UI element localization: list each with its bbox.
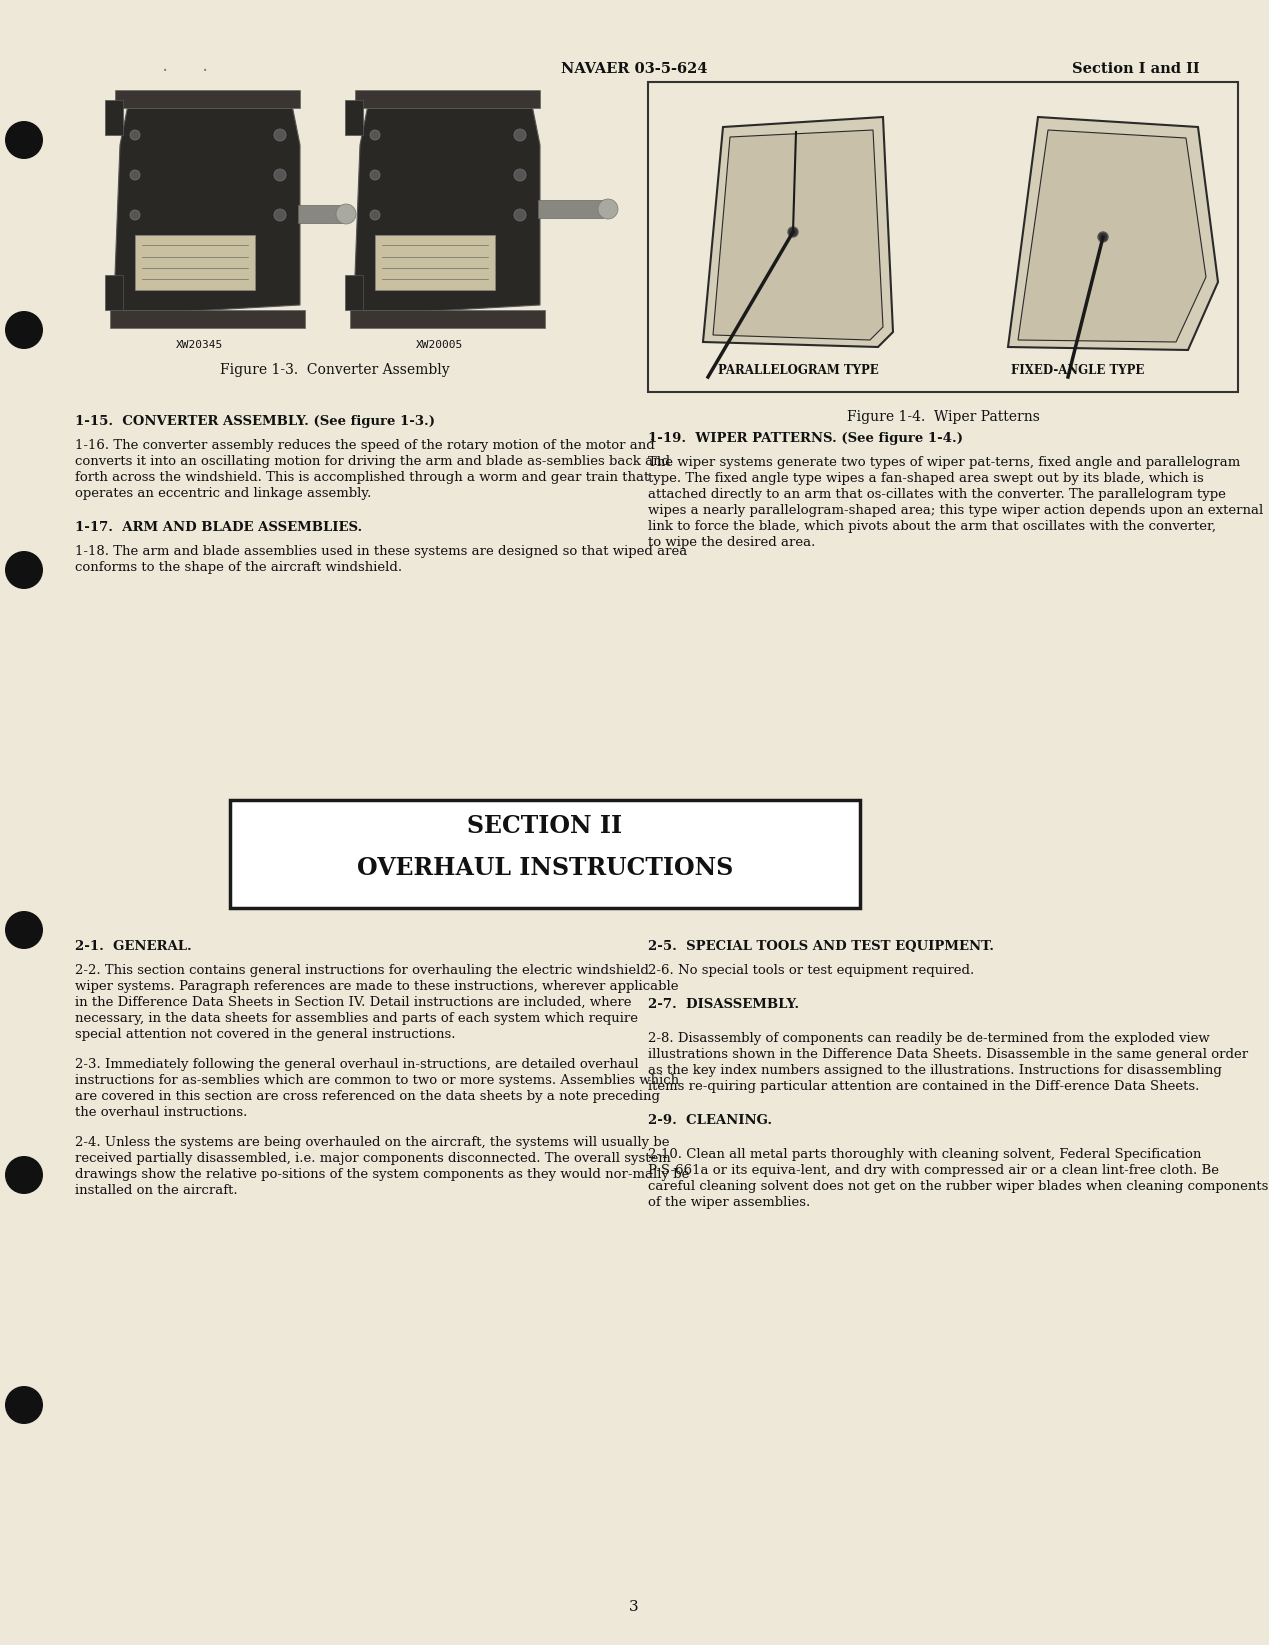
Text: 2-10. Clean all metal parts thoroughly with cleaning solvent, Federal Specificat: 2-10. Clean all metal parts thoroughly w… (648, 1148, 1202, 1161)
Bar (355, 90, 541, 109)
Text: conforms to the shape of the aircraft windshield.: conforms to the shape of the aircraft wi… (75, 561, 402, 574)
Text: in the Difference Data Sheets in Section IV. Detail instructions are included, w: in the Difference Data Sheets in Section… (75, 995, 632, 1008)
Circle shape (129, 169, 140, 179)
Circle shape (274, 169, 286, 181)
Text: operates an eccentric and linkage assembly.: operates an eccentric and linkage assemb… (75, 487, 372, 500)
Text: illustrations shown in the Difference Data Sheets. Disassemble in the same gener: illustrations shown in the Difference Da… (648, 1048, 1249, 1061)
Text: ·: · (202, 63, 208, 81)
Text: converts it into an oscillating motion for driving the arm and blade as‐semblies: converts it into an oscillating motion f… (75, 456, 670, 467)
Polygon shape (1018, 130, 1206, 342)
Text: Figure 1-4.  Wiper Patterns: Figure 1-4. Wiper Patterns (846, 410, 1039, 424)
Circle shape (371, 211, 379, 220)
Text: XW20005: XW20005 (416, 341, 463, 350)
Circle shape (5, 551, 43, 589)
Bar (345, 100, 363, 135)
Circle shape (1098, 232, 1108, 242)
Circle shape (598, 199, 618, 219)
Text: 1-18. The arm and blade assemblies used in these systems are designed so that wi: 1-18. The arm and blade assemblies used … (75, 544, 688, 558)
Bar (135, 235, 255, 290)
Bar (110, 309, 305, 327)
Text: wipes a nearly parallelogram-shaped area; this type wiper action depends upon an: wipes a nearly parallelogram-shaped area… (648, 503, 1263, 517)
Text: as the key index numbers assigned to the illustrations. Instructions for disasse: as the key index numbers assigned to the… (648, 1064, 1222, 1077)
Circle shape (5, 311, 43, 349)
Circle shape (5, 1387, 43, 1425)
Text: P-S-661a or its equiva‐lent, and dry with compressed air or a clean lint-free cl: P-S-661a or its equiva‐lent, and dry wit… (648, 1165, 1220, 1178)
Bar (230, 799, 860, 908)
Text: 2-3. Immediately following the general overhaul in‐structions, are detailed over: 2-3. Immediately following the general o… (75, 1058, 638, 1071)
Circle shape (371, 169, 379, 179)
Polygon shape (355, 95, 541, 314)
Bar (376, 235, 495, 290)
Polygon shape (703, 117, 893, 347)
Text: XW20345: XW20345 (176, 341, 223, 350)
Text: instructions for as‐semblies which are common to two or more systems. Assemblies: instructions for as‐semblies which are c… (75, 1074, 679, 1087)
Polygon shape (115, 95, 299, 314)
Text: 2-1.  GENERAL.: 2-1. GENERAL. (75, 939, 192, 952)
Text: attached directly to an arm that os‐cillates with the converter. The parallelogr: attached directly to an arm that os‐cill… (648, 489, 1226, 502)
Text: to wipe the desired area.: to wipe the desired area. (648, 536, 816, 549)
Circle shape (336, 204, 357, 224)
Text: 2-6. No special tools or test equipment required.: 2-6. No special tools or test equipment … (648, 964, 975, 977)
Circle shape (514, 128, 525, 141)
Bar (105, 275, 123, 309)
Text: SECTION II: SECTION II (467, 814, 623, 837)
Circle shape (514, 169, 525, 181)
Text: link to force the blade, which pivots about the arm that oscillates with the con: link to force the blade, which pivots ab… (648, 520, 1216, 533)
Bar (298, 206, 343, 224)
Circle shape (5, 1156, 43, 1194)
Text: careful cleaning solvent does not get on the rubber wiper blades when cleaning c: careful cleaning solvent does not get on… (648, 1179, 1269, 1193)
Text: 2-5.  SPECIAL TOOLS AND TEST EQUIPMENT.: 2-5. SPECIAL TOOLS AND TEST EQUIPMENT. (648, 939, 994, 952)
Text: wiper systems. Paragraph references are made to these instructions, wherever app: wiper systems. Paragraph references are … (75, 980, 679, 994)
Text: received partially disassembled, i.e. major components disconnected. The overall: received partially disassembled, i.e. ma… (75, 1152, 671, 1165)
Text: items re‐quiring particular attention are contained in the Diff‐erence Data Shee: items re‐quiring particular attention ar… (648, 1081, 1199, 1092)
Text: NAVAER 03-5-624: NAVAER 03-5-624 (561, 63, 707, 76)
Bar (350, 309, 544, 327)
Text: 1-17.  ARM AND BLADE ASSEMBLIES.: 1-17. ARM AND BLADE ASSEMBLIES. (75, 521, 362, 535)
Text: type. The fixed angle type wipes a fan-shaped area swept out by its blade, which: type. The fixed angle type wipes a fan-s… (648, 472, 1204, 485)
Polygon shape (713, 130, 883, 341)
Text: 3: 3 (629, 1601, 638, 1614)
Circle shape (274, 209, 286, 220)
Text: FIXED-ANGLE TYPE: FIXED-ANGLE TYPE (1011, 364, 1145, 377)
Polygon shape (1008, 117, 1218, 350)
Circle shape (5, 911, 43, 949)
Text: 1-19.  WIPER PATTERNS. (See figure 1-4.): 1-19. WIPER PATTERNS. (See figure 1-4.) (648, 433, 963, 446)
Text: 2-9.  CLEANING.: 2-9. CLEANING. (648, 1114, 772, 1127)
Circle shape (274, 128, 286, 141)
Text: 2-8. Disassembly of components can readily be de‐termined from the exploded view: 2-8. Disassembly of components can readi… (648, 1031, 1209, 1045)
Text: the overhaul instructions.: the overhaul instructions. (75, 1105, 247, 1119)
Text: necessary, in the data sheets for assemblies and parts of each system which requ: necessary, in the data sheets for assemb… (75, 1012, 638, 1025)
Text: installed on the aircraft.: installed on the aircraft. (75, 1184, 237, 1198)
Bar (538, 201, 603, 219)
Bar (105, 100, 123, 135)
Circle shape (514, 209, 525, 220)
Text: special attention not covered in the general instructions.: special attention not covered in the gen… (75, 1028, 456, 1041)
Bar (345, 275, 363, 309)
Text: 1-16. The converter assembly reduces the speed of the rotary motion of the motor: 1-16. The converter assembly reduces the… (75, 439, 655, 452)
Circle shape (788, 227, 798, 237)
Circle shape (371, 130, 379, 140)
Text: OVERHAUL INSTRUCTIONS: OVERHAUL INSTRUCTIONS (357, 855, 733, 880)
Text: forth across the windshield. This is accomplished through a worm and gear train : forth across the windshield. This is acc… (75, 470, 650, 484)
Text: Section I and II: Section I and II (1072, 63, 1200, 76)
Circle shape (5, 122, 43, 160)
Text: The wiper systems generate two types of wiper pat‐terns, fixed angle and paralle: The wiper systems generate two types of … (648, 456, 1240, 469)
Circle shape (129, 130, 140, 140)
Text: of the wiper assemblies.: of the wiper assemblies. (648, 1196, 810, 1209)
Bar (115, 90, 299, 109)
Text: drawings show the relative po‐sitions of the system components as they would nor: drawings show the relative po‐sitions of… (75, 1168, 689, 1181)
Text: 2-4. Unless the systems are being overhauled on the aircraft, the systems will u: 2-4. Unless the systems are being overha… (75, 1137, 670, 1148)
Circle shape (129, 211, 140, 220)
Text: PARALLELOGRAM TYPE: PARALLELOGRAM TYPE (718, 364, 878, 377)
Text: Figure 1-3.  Converter Assembly: Figure 1-3. Converter Assembly (221, 364, 449, 377)
Bar (648, 82, 1239, 392)
Text: 2-7.  DISASSEMBLY.: 2-7. DISASSEMBLY. (648, 999, 799, 1012)
Text: are covered in this section are cross referenced on the data sheets by a note pr: are covered in this section are cross re… (75, 1091, 660, 1104)
Text: 1-15.  CONVERTER ASSEMBLY. (See figure 1-3.): 1-15. CONVERTER ASSEMBLY. (See figure 1-… (75, 415, 435, 428)
Text: ·: · (162, 63, 168, 81)
Text: 2-2. This section contains general instructions for overhauling the electric win: 2-2. This section contains general instr… (75, 964, 648, 977)
